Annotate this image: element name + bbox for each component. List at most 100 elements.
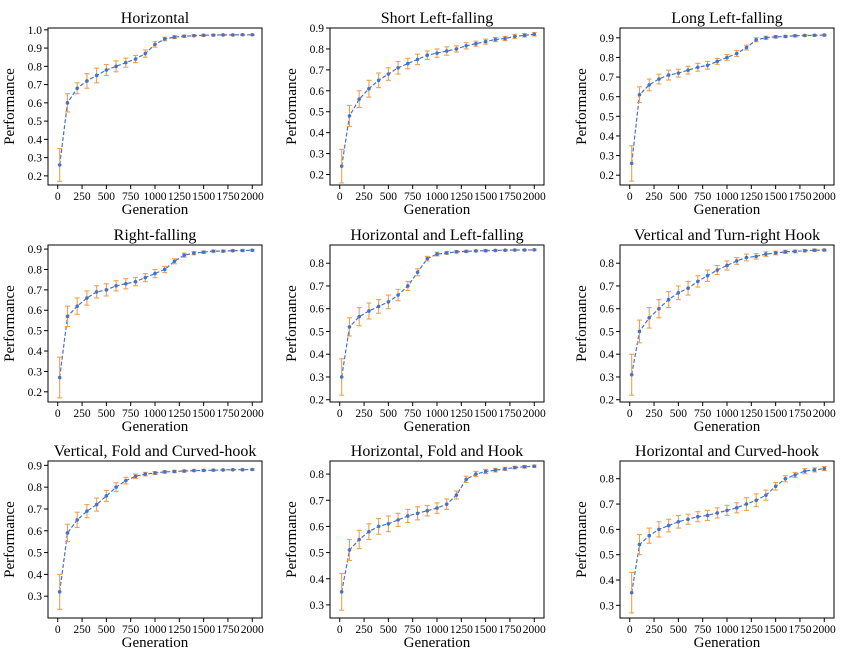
data-point <box>85 296 89 300</box>
y-tick-label: 0.5 <box>310 326 325 338</box>
x-tick-label: 2000 <box>241 191 264 203</box>
subplot-9: Horizontal and Curved-hook 0 250 500 750 1000… <box>574 443 836 651</box>
x-tick-label: 1250 <box>450 408 473 420</box>
y-axis-label: Performance <box>574 285 590 362</box>
data-point <box>696 65 700 70</box>
data-point <box>676 290 681 295</box>
x-tick-label: 1250 <box>740 624 763 636</box>
x-tick-label: 750 <box>694 191 712 203</box>
x-tick-label: 1250 <box>168 408 191 420</box>
x-tick-label: 250 <box>355 624 373 636</box>
series-line <box>59 468 253 592</box>
data-point <box>503 36 507 41</box>
data-point <box>435 51 439 55</box>
data-point <box>657 306 661 311</box>
y-tick-label: 0.9 <box>28 244 43 256</box>
x-tick-label: 1000 <box>144 191 167 203</box>
data-point <box>386 300 391 304</box>
data-point <box>493 248 498 253</box>
data-point <box>221 33 225 37</box>
data-point <box>686 517 690 522</box>
data-point <box>657 77 661 81</box>
data-point <box>57 590 62 594</box>
x-tick-label: 0 <box>337 624 343 636</box>
y-tick-label: 0.6 <box>310 304 325 316</box>
data-point <box>133 474 138 479</box>
data-point <box>211 468 216 472</box>
y-tick-label: 0.6 <box>310 521 325 533</box>
x-tick-label: 0 <box>627 191 633 203</box>
y-tick-label: 0.4 <box>310 128 325 140</box>
y-tick-label: 0.6 <box>28 98 43 110</box>
x-tick-label: 1750 <box>788 408 811 420</box>
y-tick-label: 0.5 <box>600 550 615 562</box>
data-point <box>629 590 634 595</box>
x-tick-label: 0 <box>337 191 343 203</box>
x-tick-label: 2000 <box>241 624 264 636</box>
data-point <box>744 502 749 506</box>
data-point <box>637 542 642 547</box>
data-point <box>75 518 79 522</box>
y-tick-label: 0.5 <box>28 548 43 560</box>
subplot-3: Long Left-falling 0 250 500 750 1000 1250 1500 1… <box>574 10 836 218</box>
data-point <box>513 465 517 470</box>
data-point <box>104 288 109 292</box>
data-point <box>783 34 788 39</box>
series-line <box>631 468 825 593</box>
x-axis-label: Generation <box>404 202 471 218</box>
data-point <box>182 34 186 39</box>
x-axis-label: Generation <box>694 635 761 651</box>
data-point <box>803 248 807 253</box>
data-point <box>715 59 720 64</box>
data-point <box>483 469 488 474</box>
data-point <box>493 468 498 472</box>
y-tick-label: 0.5 <box>600 111 615 123</box>
x-tick-label: 0 <box>627 624 633 636</box>
data-point <box>75 304 79 308</box>
data-point <box>793 473 797 477</box>
data-point <box>376 304 381 309</box>
data-point <box>231 248 235 253</box>
data-point <box>474 41 478 46</box>
data-point <box>744 255 749 260</box>
data-point <box>493 37 498 42</box>
x-tick-label: 1000 <box>426 408 449 420</box>
data-point <box>522 464 527 469</box>
data-point <box>715 511 720 515</box>
data-point <box>657 527 661 532</box>
y-axis-label: Performance <box>574 68 590 145</box>
data-point <box>444 502 449 506</box>
y-tick-label: 0.7 <box>310 495 325 507</box>
data-point <box>143 275 148 280</box>
x-tick-label: 750 <box>404 191 422 203</box>
data-point <box>347 548 352 552</box>
x-tick-label: 1250 <box>740 408 763 420</box>
data-point <box>822 466 827 471</box>
x-tick-label: 1500 <box>764 408 787 420</box>
data-point <box>444 49 449 53</box>
chart-title: Long Left-falling <box>671 10 783 27</box>
x-tick-label: 250 <box>73 408 91 420</box>
data-point <box>231 467 235 472</box>
x-tick-label: 250 <box>645 191 663 203</box>
y-tick-label: 0.3 <box>28 366 43 378</box>
x-tick-label: 1500 <box>474 408 497 420</box>
data-point <box>124 281 128 286</box>
data-point <box>143 51 148 56</box>
data-point <box>483 39 488 44</box>
y-tick-label: 0.7 <box>28 504 43 516</box>
chart-title: Vertical and Turn-right Hook <box>634 227 820 244</box>
plot-frame <box>619 460 835 619</box>
data-point <box>812 33 817 38</box>
data-point <box>725 263 729 268</box>
data-point <box>415 57 420 62</box>
data-point <box>211 33 216 37</box>
data-point <box>725 508 729 513</box>
data-point <box>201 250 206 254</box>
data-point <box>822 33 827 37</box>
x-tick-label: 1500 <box>474 624 497 636</box>
x-tick-label: 2000 <box>813 624 836 636</box>
data-point <box>172 259 177 264</box>
y-tick-label: 0.8 <box>28 61 43 73</box>
